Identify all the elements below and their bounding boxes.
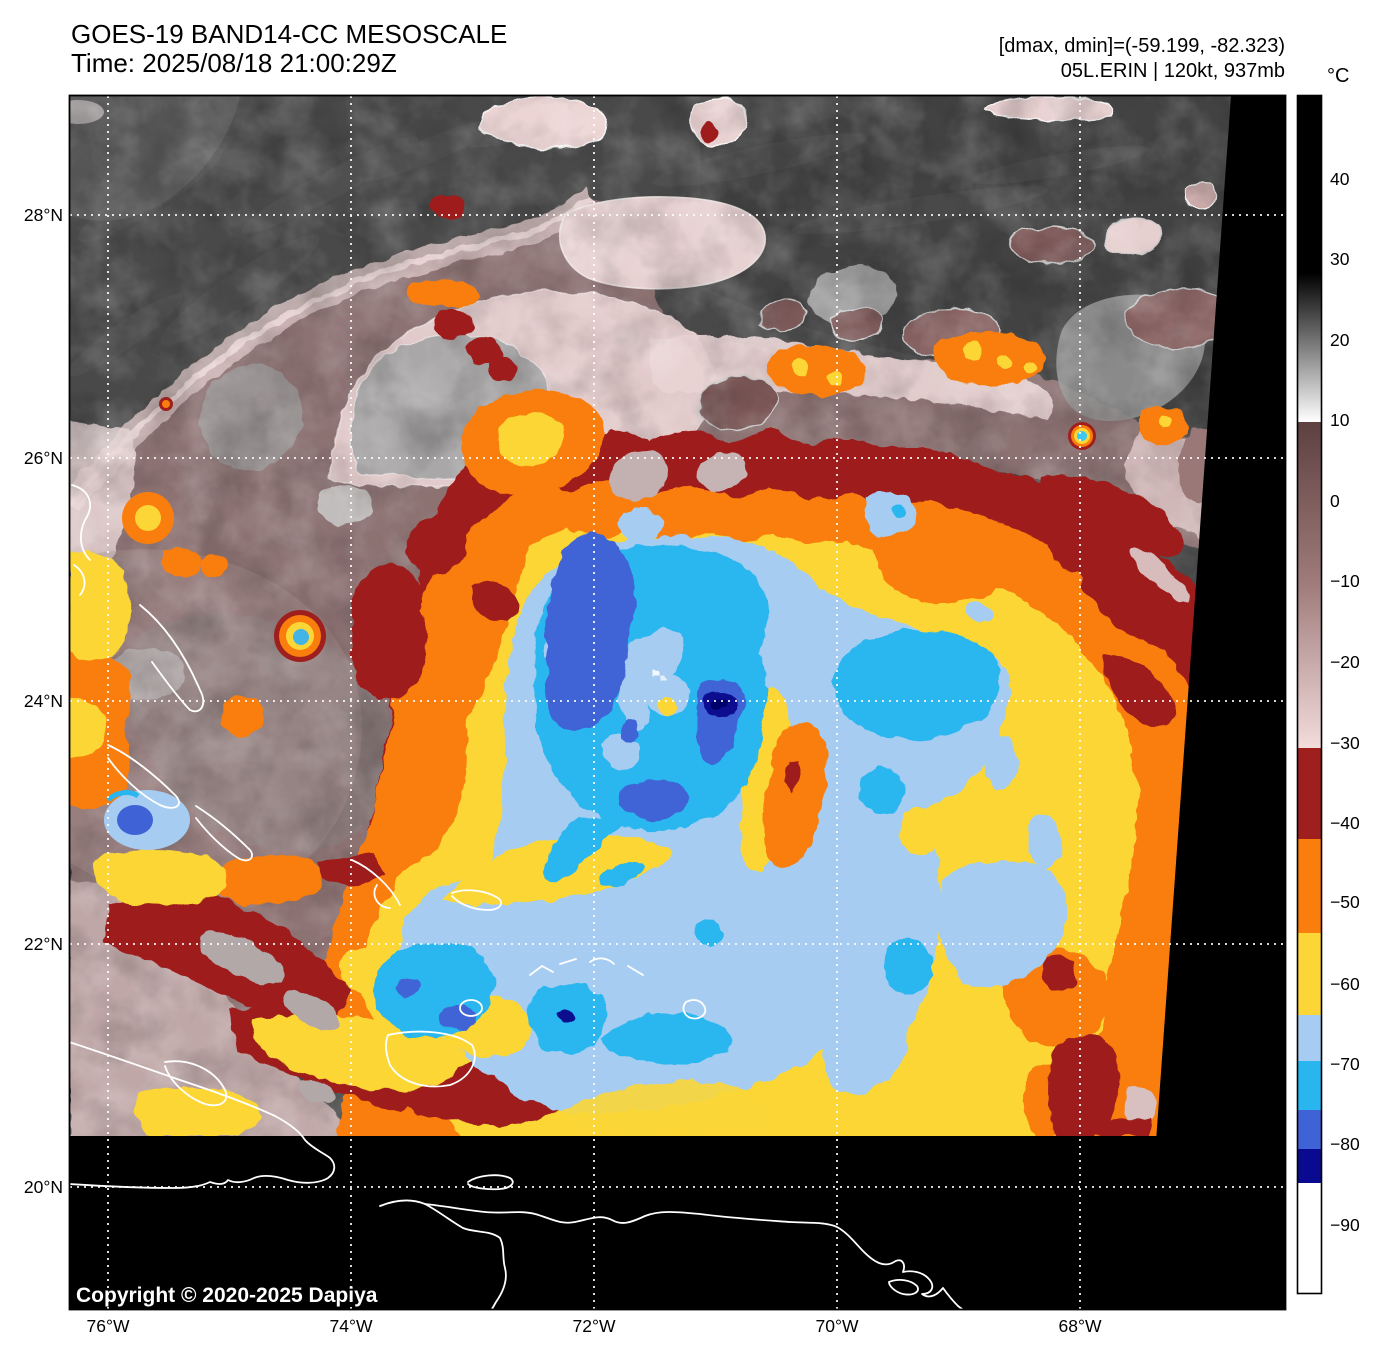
svg-text:GOES-19 BAND14-CC MESOSCALE: GOES-19 BAND14-CC MESOSCALE	[71, 19, 507, 49]
svg-text:30: 30	[1330, 249, 1350, 269]
svg-text:22°N: 22°N	[24, 934, 63, 954]
svg-text:26°N: 26°N	[24, 448, 63, 468]
svg-text:72°W: 72°W	[573, 1316, 616, 1336]
svg-text:Time: 2025/08/18 21:00:29Z: Time: 2025/08/18 21:00:29Z	[71, 48, 397, 78]
svg-text:−70: −70	[1330, 1054, 1360, 1074]
svg-text:−50: −50	[1330, 892, 1360, 912]
svg-text:28°N: 28°N	[24, 205, 63, 225]
svg-text:−10: −10	[1330, 571, 1360, 591]
svg-text:−90: −90	[1330, 1215, 1360, 1235]
svg-text:20: 20	[1330, 330, 1350, 350]
svg-text:°C: °C	[1327, 65, 1349, 87]
svg-text:0: 0	[1330, 491, 1340, 511]
svg-text:−20: −20	[1330, 652, 1360, 672]
svg-text:40: 40	[1330, 169, 1350, 189]
svg-text:10: 10	[1330, 410, 1350, 430]
svg-text:−80: −80	[1330, 1134, 1360, 1154]
svg-text:[dmax, dmin]=(-59.199, -82.323: [dmax, dmin]=(-59.199, -82.323)	[999, 35, 1285, 57]
svg-text:70°W: 70°W	[816, 1316, 859, 1336]
svg-text:Copyright © 2020-2025 Dapiya: Copyright © 2020-2025 Dapiya	[76, 1284, 378, 1307]
svg-text:−40: −40	[1330, 813, 1360, 833]
svg-text:−30: −30	[1330, 733, 1360, 753]
svg-text:−60: −60	[1330, 974, 1360, 994]
svg-text:24°N: 24°N	[24, 691, 63, 711]
svg-text:05L.ERIN | 120kt, 937mb: 05L.ERIN | 120kt, 937mb	[1061, 60, 1285, 82]
svg-text:68°W: 68°W	[1059, 1316, 1102, 1336]
svg-text:76°W: 76°W	[87, 1316, 130, 1336]
svg-text:74°W: 74°W	[330, 1316, 373, 1336]
svg-text:20°N: 20°N	[24, 1177, 63, 1197]
